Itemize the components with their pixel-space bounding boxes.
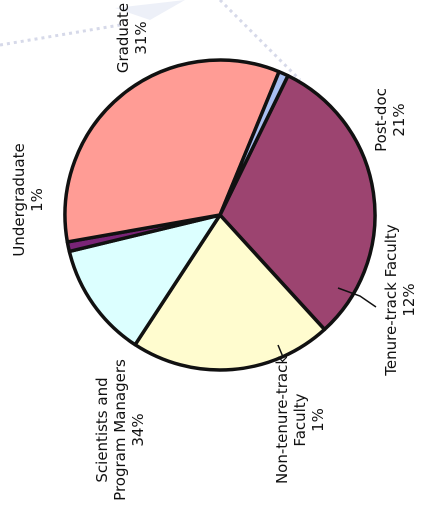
tenure-track-leader-line: [337, 287, 377, 308]
percent-label: 21%: [390, 103, 408, 136]
slice-label-graduate: Graduate 31%: [114, 3, 150, 73]
slice-label-scientists-and-program-managers: Scientists and Program Managers 34%: [93, 359, 147, 501]
slice-label-non-tenure-track-faculty: Non-tenure-track Faculty 1%: [273, 356, 327, 484]
leader-lines: [277, 287, 377, 358]
percent-label: 1%: [28, 188, 46, 212]
background-decoration: [0, 0, 302, 82]
category-label: Post-doc: [372, 88, 390, 152]
slice-label-post-doc: Post-doc 21%: [372, 88, 408, 152]
category-label: Faculty: [291, 393, 309, 446]
category-label: Non-tenure-track: [273, 356, 291, 484]
pie-slice-tenure-track-faculty: [67, 213, 222, 347]
category-label: Program Managers: [111, 359, 129, 501]
percent-label: 12%: [400, 283, 418, 316]
non-tenure-track-leader-line: [277, 344, 284, 358]
slice-label-tenure-track-faculty: Tenure-track Faculty 12%: [382, 224, 418, 377]
category-label: Tenure-track Faculty: [382, 224, 400, 377]
pie-slice-scientists-and-program-managers: [63, 58, 281, 244]
category-label: Undergraduate: [10, 143, 28, 256]
category-label: Scientists and: [93, 377, 111, 482]
category-label: Graduate: [114, 3, 132, 73]
pie-slice-undergraduate: [218, 69, 290, 217]
percent-label: 31%: [132, 21, 150, 54]
slice-label-undergraduate: Undergraduate 1%: [10, 143, 46, 256]
pie-slice-post-doc: [133, 213, 327, 372]
percent-label: 34%: [129, 413, 147, 446]
percent-label: 1%: [309, 408, 327, 432]
